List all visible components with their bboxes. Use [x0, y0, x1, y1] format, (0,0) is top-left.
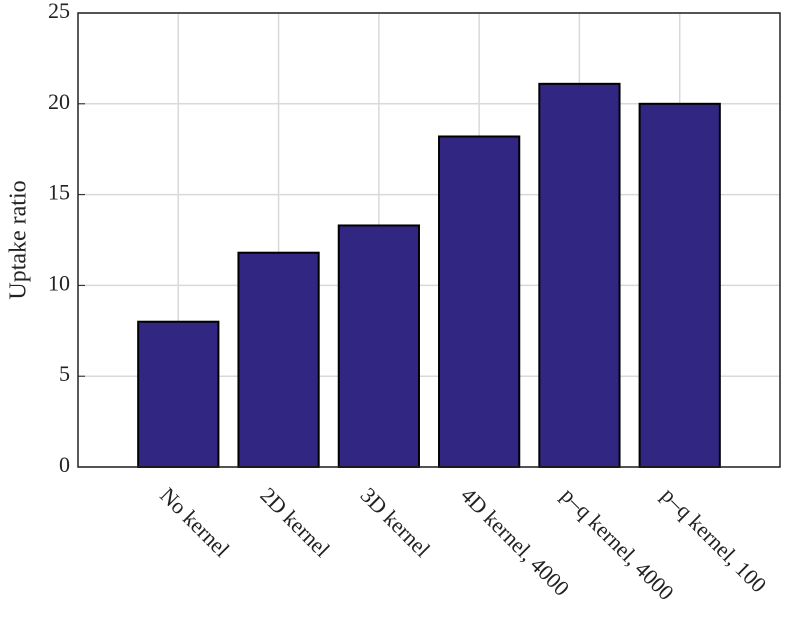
- x-tick-label: No kernel: [155, 482, 234, 561]
- y-tick-label: 10: [48, 270, 70, 295]
- y-tick-label: 5: [59, 361, 70, 386]
- x-tick-label: 3D kernel: [356, 482, 435, 561]
- y-tick-label: 15: [48, 180, 70, 205]
- bar: [137, 320, 220, 468]
- x-tick-label: 2D kernel: [255, 482, 334, 561]
- y-tick-label: 0: [59, 452, 70, 477]
- bar: [538, 82, 621, 468]
- x-tick-label: p–q kernel, 100: [657, 482, 772, 597]
- y-axis-label: Uptake ratio: [6, 180, 32, 299]
- bar: [638, 102, 721, 469]
- y-tick-label: 25: [48, 0, 70, 23]
- bar: [438, 135, 521, 468]
- plot-frame: [77, 12, 781, 468]
- y-tick-label: 20: [48, 89, 70, 114]
- bar: [237, 251, 320, 468]
- bar: [337, 224, 420, 468]
